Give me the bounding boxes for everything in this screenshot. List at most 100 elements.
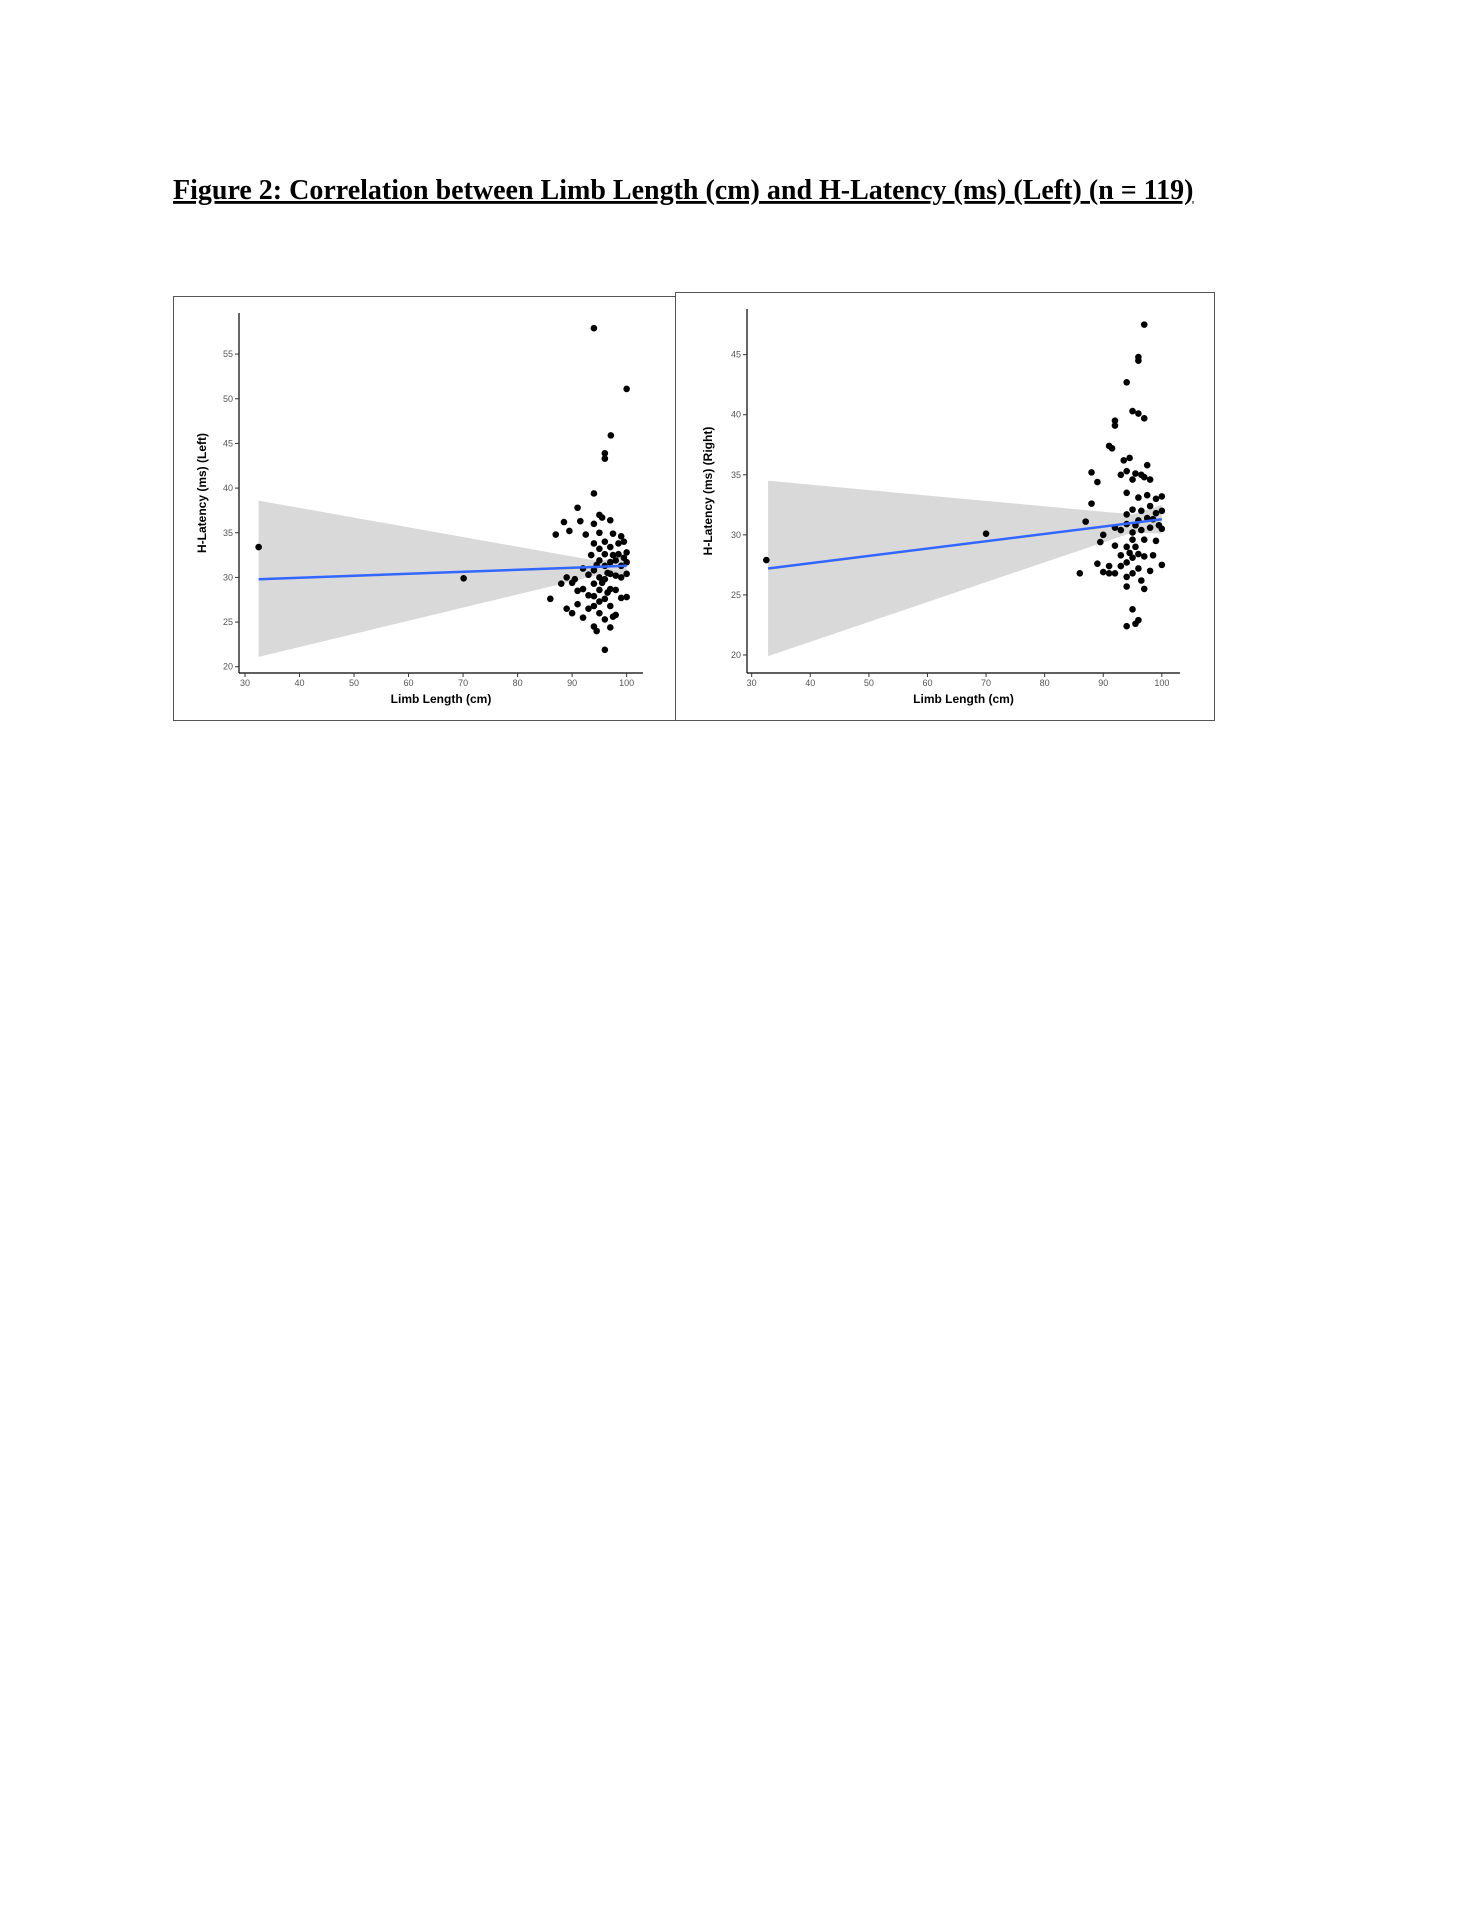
data-point bbox=[1138, 577, 1145, 584]
data-point bbox=[585, 605, 592, 612]
data-point bbox=[1088, 500, 1095, 507]
x-tick-label: 60 bbox=[404, 678, 414, 688]
data-point bbox=[577, 517, 584, 525]
figure-title: Figure 2: Correlation between Limb Lengt… bbox=[173, 175, 1193, 206]
data-point bbox=[1129, 476, 1136, 483]
data-point bbox=[1140, 553, 1148, 560]
data-point bbox=[585, 571, 592, 579]
data-point bbox=[1143, 461, 1151, 469]
y-tick-label: 40 bbox=[223, 483, 233, 493]
data-point bbox=[1146, 524, 1154, 531]
data-point bbox=[1123, 378, 1130, 386]
data-point bbox=[1132, 543, 1139, 551]
data-point bbox=[1088, 469, 1095, 476]
data-point bbox=[623, 385, 630, 393]
x-tick-label: 40 bbox=[805, 678, 815, 688]
x-axis-label: Limb Length (cm) bbox=[391, 692, 492, 706]
data-point bbox=[1123, 489, 1130, 497]
data-point bbox=[617, 533, 625, 540]
data-point bbox=[1123, 543, 1130, 551]
data-point bbox=[620, 538, 628, 545]
data-point bbox=[596, 574, 603, 581]
data-point bbox=[1129, 536, 1136, 543]
data-point bbox=[579, 585, 587, 593]
x-tick-label: 40 bbox=[295, 678, 305, 688]
data-point bbox=[1132, 470, 1139, 477]
data-point bbox=[1146, 476, 1154, 483]
data-point bbox=[601, 550, 609, 558]
data-point bbox=[1140, 321, 1148, 328]
data-point bbox=[1076, 569, 1084, 577]
x-tick-label: 70 bbox=[458, 678, 468, 688]
data-point bbox=[1108, 445, 1116, 452]
data-point bbox=[1158, 507, 1166, 515]
data-point bbox=[590, 580, 598, 587]
data-point bbox=[623, 593, 630, 601]
x-tick-label: 100 bbox=[619, 678, 634, 688]
data-point bbox=[1158, 525, 1166, 533]
y-tick-label: 35 bbox=[223, 528, 233, 538]
data-point bbox=[1111, 417, 1119, 425]
x-tick-label: 30 bbox=[240, 678, 250, 688]
data-point bbox=[1123, 511, 1130, 518]
data-point bbox=[617, 574, 625, 581]
y-tick-label: 45 bbox=[223, 438, 233, 448]
data-point bbox=[590, 566, 598, 574]
data-point bbox=[606, 585, 614, 593]
x-axis-label: Limb Length (cm) bbox=[913, 692, 1014, 706]
data-point bbox=[563, 605, 570, 612]
data-point bbox=[255, 543, 262, 551]
data-point bbox=[606, 516, 614, 524]
y-axis-label: H-Latency (ms) (Right) bbox=[701, 427, 715, 556]
data-point bbox=[1143, 491, 1151, 499]
data-point bbox=[612, 586, 620, 594]
data-point bbox=[574, 504, 581, 512]
data-point bbox=[1152, 495, 1160, 503]
data-point bbox=[598, 514, 606, 521]
y-tick-label: 25 bbox=[223, 617, 233, 627]
data-point bbox=[1099, 531, 1107, 539]
data-point bbox=[623, 558, 630, 566]
x-tick-label: 70 bbox=[981, 678, 991, 688]
y-tick-label: 30 bbox=[223, 572, 233, 582]
data-point bbox=[1140, 473, 1148, 481]
y-tick-label: 50 bbox=[223, 394, 233, 404]
data-point bbox=[596, 598, 603, 605]
regression-line bbox=[258, 564, 627, 581]
data-point bbox=[460, 575, 467, 582]
data-point bbox=[612, 557, 620, 564]
data-point bbox=[596, 586, 603, 594]
data-point bbox=[585, 591, 592, 599]
data-point bbox=[574, 600, 581, 608]
data-point bbox=[560, 518, 568, 526]
data-point bbox=[1117, 551, 1125, 559]
data-point bbox=[982, 530, 990, 537]
data-point bbox=[590, 490, 598, 497]
data-point bbox=[1149, 551, 1157, 559]
data-point bbox=[606, 602, 614, 610]
y-tick-label: 40 bbox=[731, 410, 741, 420]
data-point bbox=[1140, 536, 1148, 543]
data-point bbox=[763, 556, 770, 564]
data-point bbox=[1129, 569, 1136, 577]
data-point bbox=[552, 531, 560, 538]
data-point bbox=[1135, 494, 1142, 501]
data-point bbox=[590, 602, 598, 610]
data-point bbox=[579, 614, 587, 621]
data-point bbox=[1111, 542, 1119, 549]
data-point bbox=[1140, 585, 1148, 593]
x-tick-label: 80 bbox=[513, 678, 523, 688]
data-point bbox=[557, 580, 565, 587]
data-point bbox=[1126, 549, 1133, 557]
data-point bbox=[1123, 583, 1130, 590]
data-point bbox=[601, 575, 609, 583]
data-point bbox=[1158, 493, 1166, 500]
data-point bbox=[1146, 567, 1154, 575]
data-point bbox=[590, 592, 598, 600]
x-tick-label: 30 bbox=[747, 678, 757, 688]
data-point bbox=[1152, 509, 1160, 517]
data-point bbox=[612, 572, 620, 579]
data-point bbox=[612, 611, 620, 619]
data-point bbox=[1140, 415, 1148, 422]
